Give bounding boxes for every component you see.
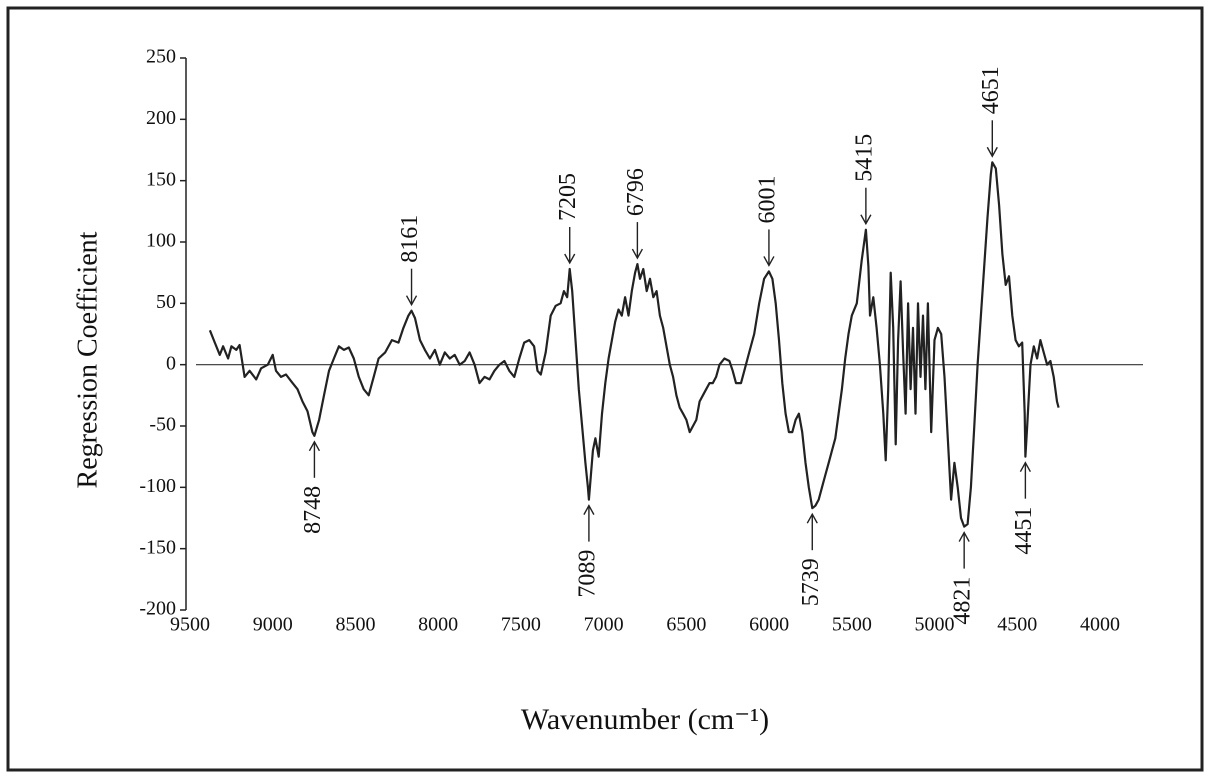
y-axis-label: Regression Coefficient <box>72 231 103 488</box>
annotation-arrowhead <box>806 512 818 524</box>
annotation-arrowhead <box>763 256 775 267</box>
annotation-label: 4821 <box>950 577 976 625</box>
y-tick-label: 200 <box>146 107 176 129</box>
x-tick-label: 9000 <box>253 614 293 636</box>
annotation-arrowhead <box>1019 461 1031 473</box>
y-tick-label: 100 <box>146 230 176 252</box>
line-series <box>208 161 1060 528</box>
annotation-label: 7089 <box>574 550 600 598</box>
annotation-label: 8748 <box>300 486 326 534</box>
x-tick-label: 6500 <box>666 614 706 636</box>
annotation-label: 7205 <box>555 173 581 221</box>
annotation-arrowhead <box>986 146 998 158</box>
y-tick-label: -100 <box>139 475 176 497</box>
annotation-label: 4651 <box>978 66 1004 114</box>
annotation-label: 6796 <box>623 168 649 216</box>
y-tick-label: 50 <box>156 291 176 313</box>
y-tick-label: 150 <box>146 168 176 190</box>
x-tick-label: 7500 <box>501 614 541 636</box>
y-tick-label: -50 <box>149 414 176 436</box>
y-tick-label: -150 <box>139 536 176 558</box>
annotation-arrowhead <box>308 440 321 452</box>
annotation-arrowhead <box>958 531 970 542</box>
annotation-label: 5739 <box>798 558 824 606</box>
x-tick-label: 7000 <box>584 614 624 636</box>
annotation-arrowhead <box>564 253 576 265</box>
x-tick-label: 4500 <box>997 614 1037 636</box>
x-tick-label: 9500 <box>170 614 210 636</box>
annotation-label: 6001 <box>754 175 780 223</box>
annotation-arrowhead <box>631 248 644 260</box>
x-tick-label: 6000 <box>749 614 789 636</box>
x-tick-label: 5000 <box>915 614 955 636</box>
annotation-label: 5415 <box>851 134 877 182</box>
y-tick-label: 250 <box>146 46 176 68</box>
annotation-arrowhead <box>405 295 418 307</box>
x-tick-label: 4000 <box>1080 614 1120 636</box>
y-tick-label: 0 <box>166 352 176 374</box>
x-tick-label: 8500 <box>335 614 375 636</box>
x-tick-label: 8000 <box>418 614 458 636</box>
annotation-arrowhead <box>583 504 595 515</box>
frame <box>6 6 1204 772</box>
annotation-label: 8161 <box>397 215 423 263</box>
x-tick-label: 5500 <box>832 614 872 636</box>
x-axis-label: Wavenumber (cm⁻¹) <box>521 703 769 736</box>
annotation-arrowhead <box>860 214 872 226</box>
y-tick-label: -200 <box>139 598 176 620</box>
annotation-label: 4451 <box>1011 507 1037 555</box>
